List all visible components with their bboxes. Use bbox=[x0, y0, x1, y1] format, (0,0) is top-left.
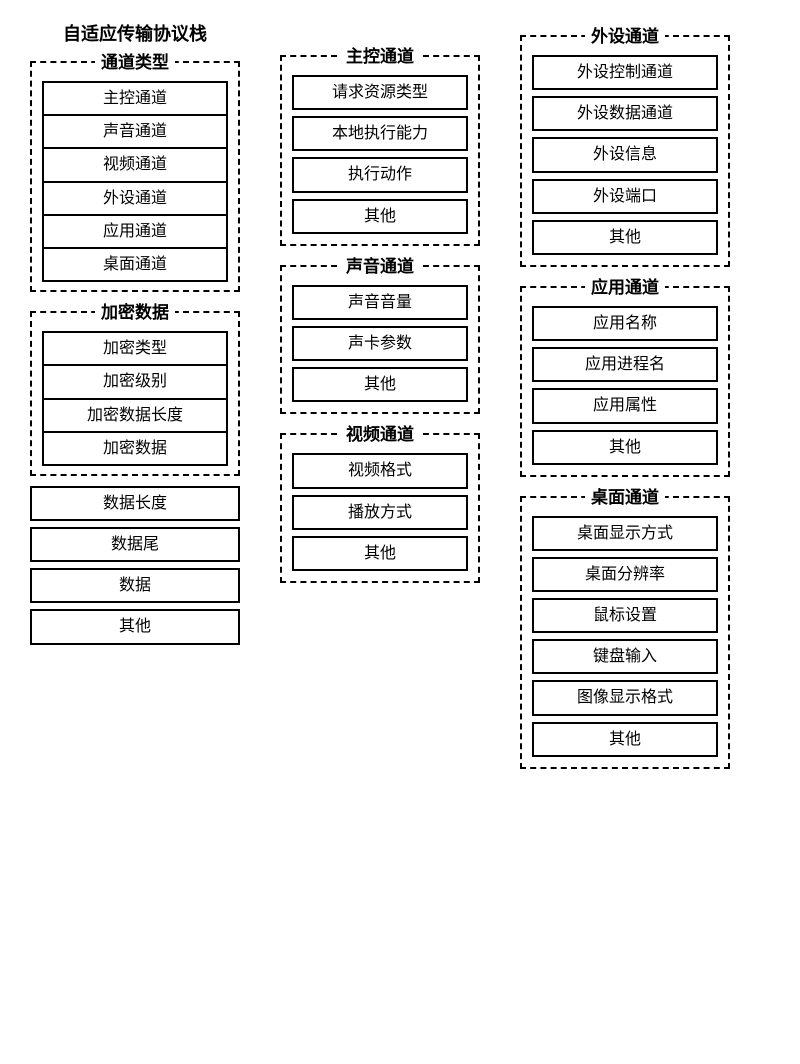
cell-item: 图像显示格式 bbox=[532, 680, 718, 715]
column-1: 自适应传输协议栈 通道类型 主控通道 声音通道 视频通道 外设通道 应用通道 桌… bbox=[30, 20, 240, 645]
app-title: 应用通道 bbox=[585, 273, 665, 298]
cell-item: 数据尾 bbox=[30, 527, 240, 562]
cell-item: 其他 bbox=[292, 199, 468, 234]
channel-type-title: 通道类型 bbox=[95, 48, 175, 73]
column-2: 主控通道 请求资源类型 本地执行能力 执行动作 其他 声音通道 声音音量 声卡参… bbox=[280, 20, 480, 589]
cell-item: 其他 bbox=[532, 220, 718, 255]
cell-item: 加密级别 bbox=[42, 364, 228, 399]
tail-stack: 数据长度 数据尾 数据 其他 bbox=[30, 486, 240, 645]
cell-item: 声卡参数 bbox=[292, 326, 468, 361]
cell-item: 应用属性 bbox=[532, 388, 718, 423]
app-box: 应用名称 应用进程名 应用属性 其他 bbox=[520, 286, 730, 477]
cell-item: 视频格式 bbox=[292, 453, 468, 488]
cell-item: 外设通道 bbox=[42, 181, 228, 216]
cell-item: 其他 bbox=[292, 367, 468, 402]
cell-item: 请求资源类型 bbox=[292, 75, 468, 110]
column-3: 外设通道 外设控制通道 外设数据通道 外设信息 外设端口 其他 应用通道 应用名… bbox=[520, 20, 730, 775]
cell-item: 应用进程名 bbox=[532, 347, 718, 382]
channel-type-box: 主控通道 声音通道 视频通道 外设通道 应用通道 桌面通道 bbox=[30, 61, 240, 292]
encrypt-box: 加密类型 加密级别 加密数据长度 加密数据 bbox=[30, 311, 240, 476]
cell-item: 其他 bbox=[532, 430, 718, 465]
cell-item: 播放方式 bbox=[292, 495, 468, 530]
video-title: 视频通道 bbox=[340, 420, 420, 445]
desktop-box: 桌面显示方式 桌面分辨率 鼠标设置 键盘输入 图像显示格式 其他 bbox=[520, 496, 730, 769]
cell-item: 桌面通道 bbox=[42, 247, 228, 282]
diagram-root: 自适应传输协议栈 通道类型 主控通道 声音通道 视频通道 外设通道 应用通道 桌… bbox=[30, 20, 770, 775]
cell-item: 声音音量 bbox=[292, 285, 468, 320]
cell-item: 加密数据 bbox=[42, 431, 228, 466]
video-box: 视频格式 播放方式 其他 bbox=[280, 433, 480, 583]
cell-item: 外设控制通道 bbox=[532, 55, 718, 90]
cell-item: 外设数据通道 bbox=[532, 96, 718, 131]
cell-item: 应用通道 bbox=[42, 214, 228, 249]
cell-item: 桌面分辨率 bbox=[532, 557, 718, 592]
cell-item: 数据 bbox=[30, 568, 240, 603]
main-ctrl-box: 请求资源类型 本地执行能力 执行动作 其他 bbox=[280, 55, 480, 246]
peripheral-box: 外设控制通道 外设数据通道 外设信息 外设端口 其他 bbox=[520, 35, 730, 267]
audio-box: 声音音量 声卡参数 其他 bbox=[280, 265, 480, 415]
peripheral-title: 外设通道 bbox=[585, 22, 665, 47]
cell-item: 应用名称 bbox=[532, 306, 718, 341]
cell-item: 其他 bbox=[292, 536, 468, 571]
desktop-title: 桌面通道 bbox=[585, 483, 665, 508]
cell-item: 视频通道 bbox=[42, 147, 228, 182]
cell-item: 执行动作 bbox=[292, 157, 468, 192]
cell-item: 外设信息 bbox=[532, 137, 718, 172]
cell-item: 桌面显示方式 bbox=[532, 516, 718, 551]
main-ctrl-title: 主控通道 bbox=[340, 42, 420, 67]
cell-item: 加密数据长度 bbox=[42, 398, 228, 433]
cell-item: 其他 bbox=[532, 722, 718, 757]
encrypt-title: 加密数据 bbox=[95, 298, 175, 323]
audio-title: 声音通道 bbox=[340, 252, 420, 277]
cell-item: 主控通道 bbox=[42, 81, 228, 116]
overall-title: 自适应传输协议栈 bbox=[63, 20, 207, 46]
cell-item: 键盘输入 bbox=[532, 639, 718, 674]
cell-item: 数据长度 bbox=[30, 486, 240, 521]
cell-item: 其他 bbox=[30, 609, 240, 644]
cell-item: 声音通道 bbox=[42, 114, 228, 149]
cell-item: 加密类型 bbox=[42, 331, 228, 366]
cell-item: 外设端口 bbox=[532, 179, 718, 214]
cell-item: 本地执行能力 bbox=[292, 116, 468, 151]
cell-item: 鼠标设置 bbox=[532, 598, 718, 633]
